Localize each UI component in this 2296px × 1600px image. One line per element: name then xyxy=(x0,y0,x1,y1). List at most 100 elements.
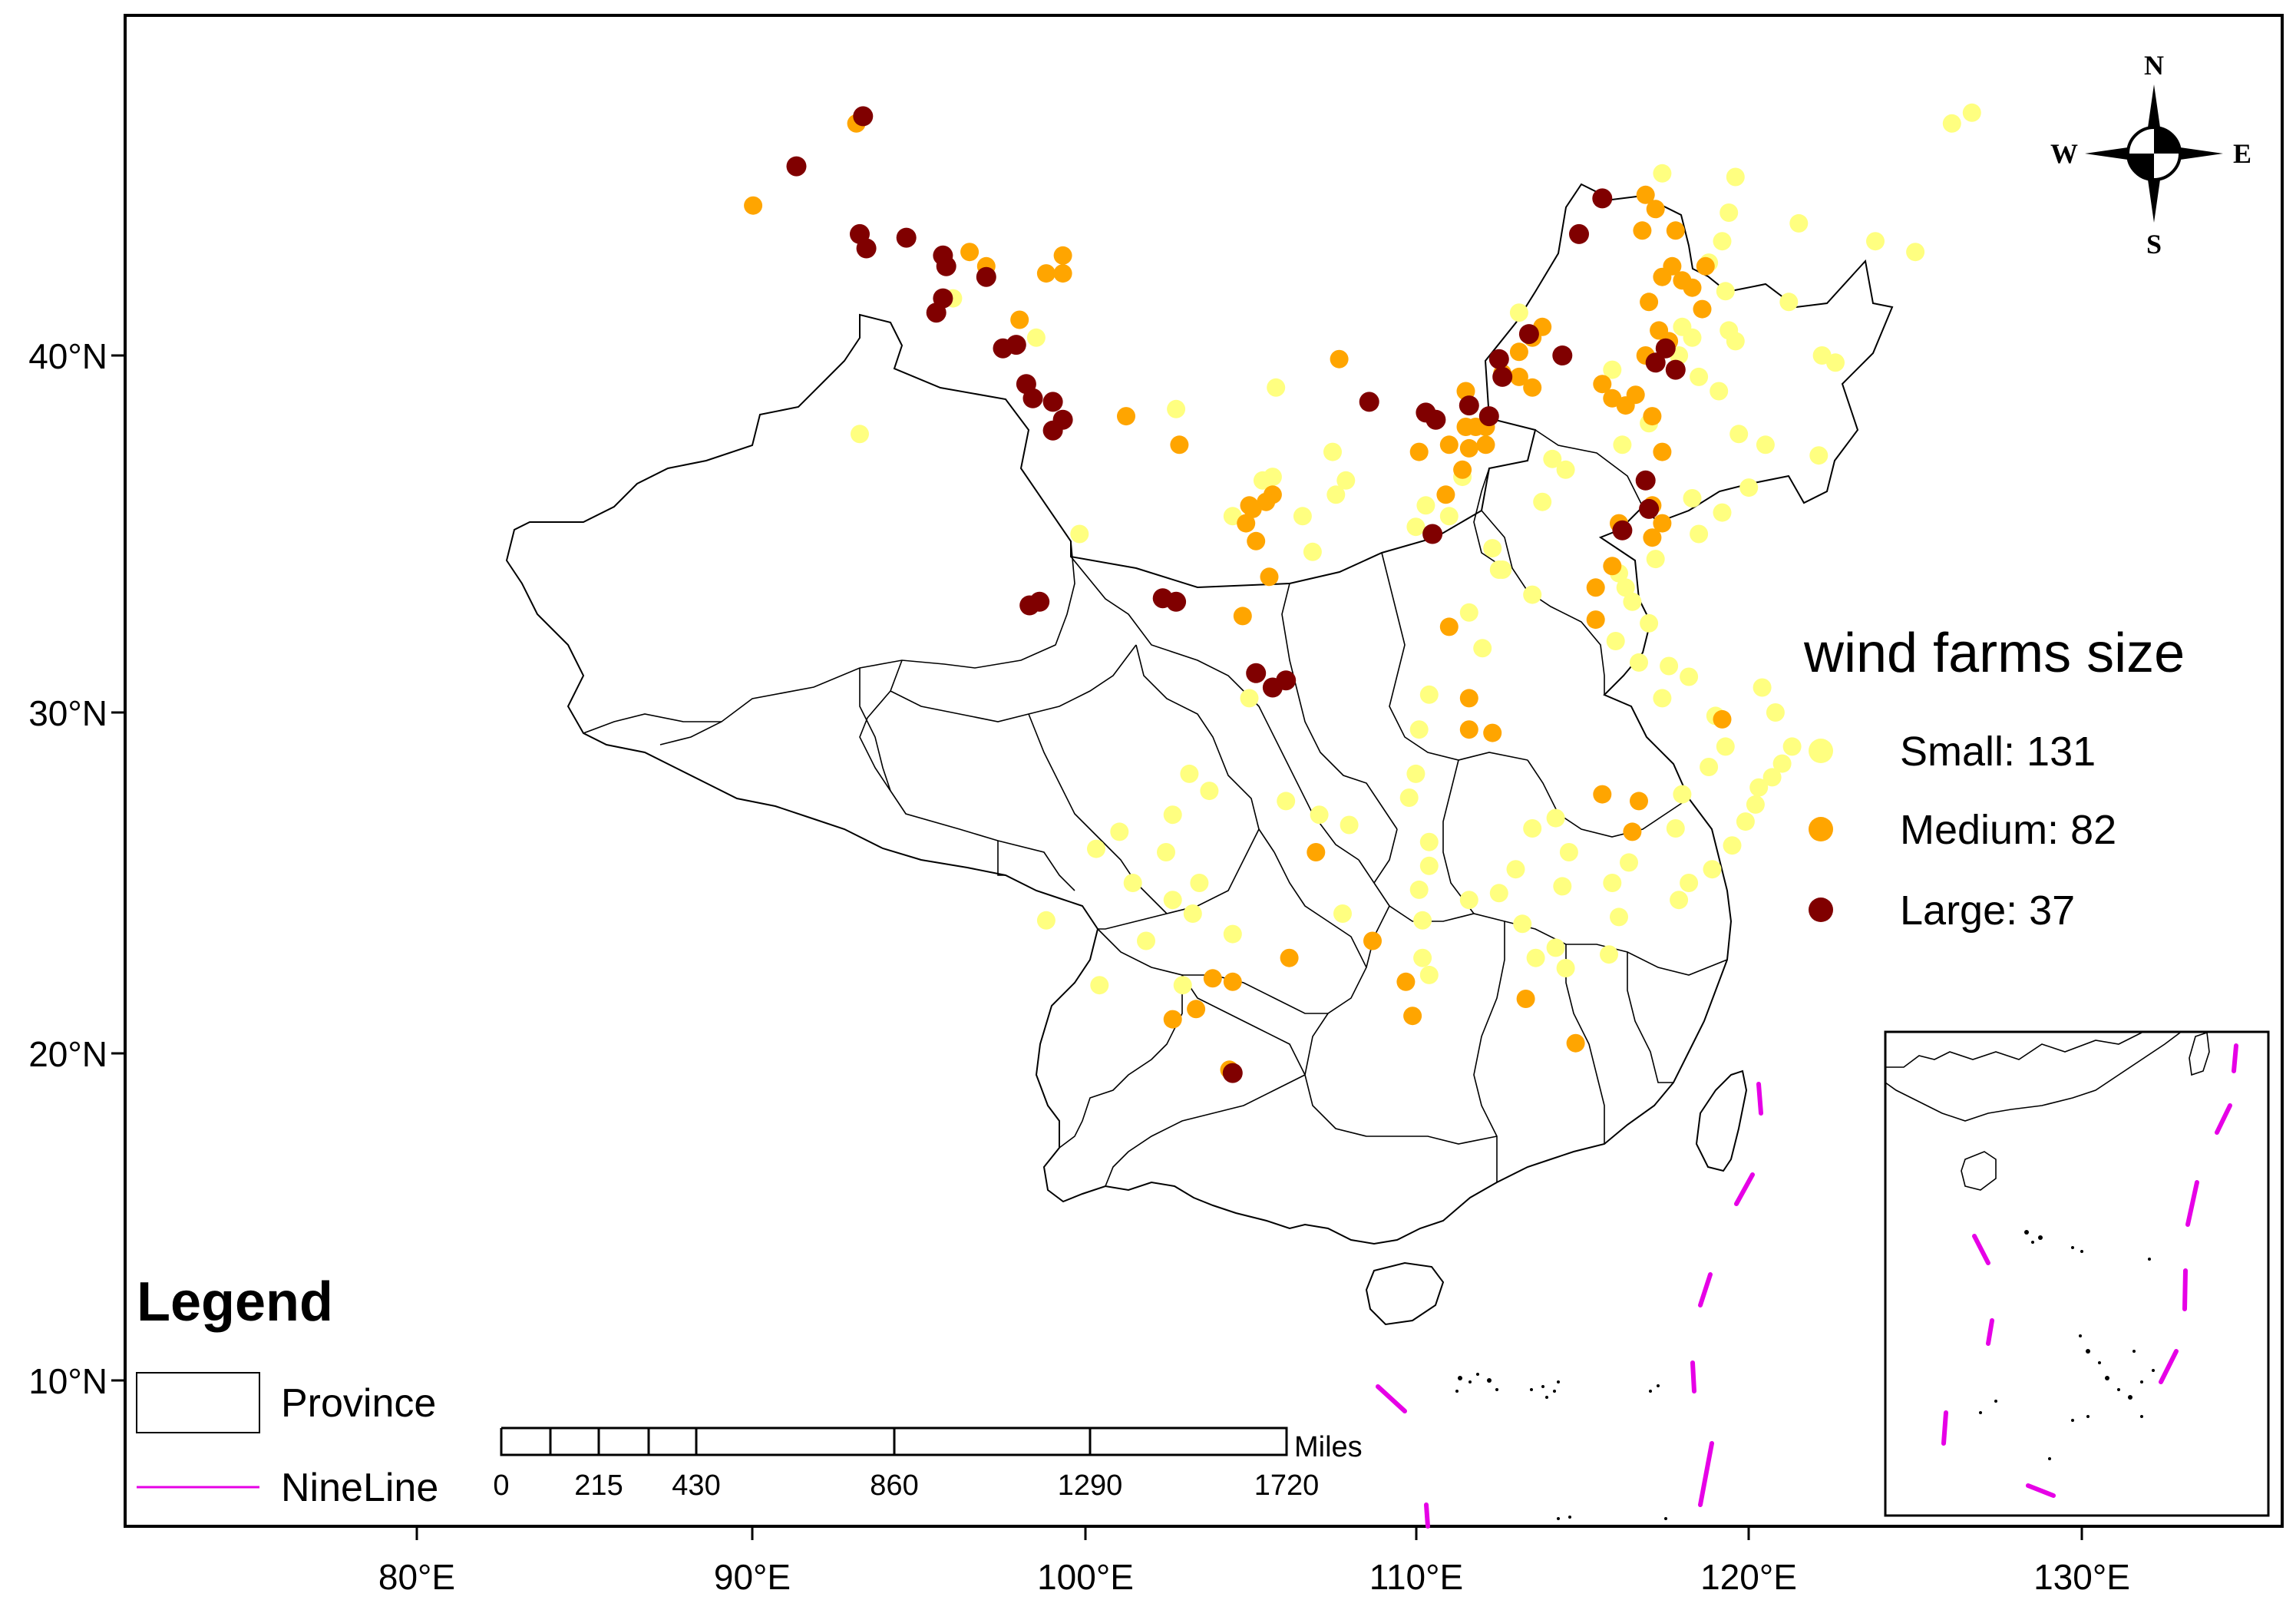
wind-farm-point-small xyxy=(1630,653,1648,672)
wind-farm-point-small xyxy=(1036,911,1055,930)
wind-farm-point-medium xyxy=(1247,531,1266,550)
legend-title: Legend xyxy=(137,1271,333,1333)
wind-farm-point-small xyxy=(851,425,869,444)
wind-farm-point-large xyxy=(1022,388,1043,408)
wind-farm-point-small xyxy=(1620,853,1638,872)
wind-farm-point-small xyxy=(1710,382,1729,401)
wind-farm-point-large xyxy=(1478,406,1499,427)
wind-farm-point-small xyxy=(1180,764,1199,783)
wind-farm-point-small xyxy=(1673,785,1692,804)
wind-farm-point-small xyxy=(1419,832,1439,851)
x-tick-label: 120°E xyxy=(1700,1557,1797,1597)
wind-farm-point-medium xyxy=(1623,822,1642,841)
wind-farm-point-small xyxy=(1506,860,1525,879)
wind-farm-point-medium xyxy=(1187,1000,1206,1019)
wind-farm-point-medium xyxy=(1593,375,1612,394)
wind-farm-point-large xyxy=(1246,663,1267,683)
legend-label-large: Large: 37 xyxy=(1900,888,2075,934)
nineline-label: NineLine xyxy=(281,1466,438,1510)
wind-farm-point-medium xyxy=(1260,567,1279,587)
wind-farm-point-large xyxy=(1518,324,1539,345)
wind-farm-point-small xyxy=(1553,877,1572,896)
wind-farm-point-medium xyxy=(1053,264,1072,283)
wind-farm-point-small xyxy=(1556,460,1575,479)
wind-farm-point-small xyxy=(1167,399,1186,418)
compass-s-point xyxy=(2146,169,2162,223)
wind-farm-point-large xyxy=(1222,1063,1243,1083)
wind-farm-point-small xyxy=(1419,856,1439,875)
wind-farm-point-medium xyxy=(1459,689,1478,708)
wind-farm-point-medium xyxy=(1523,378,1542,397)
wind-farm-point-medium xyxy=(1566,1033,1585,1053)
wind-farm-point-small xyxy=(1603,874,1622,892)
wind-farm-point-medium xyxy=(1586,610,1605,630)
compass-e-label: E xyxy=(2233,138,2251,169)
south-sea-islands xyxy=(1455,1373,1667,1520)
wind-farm-point-small xyxy=(1509,303,1528,322)
wind-farm-point-large xyxy=(853,106,874,127)
wind-farm-point-small xyxy=(1646,550,1665,569)
wind-farm-point-large xyxy=(856,238,877,259)
wind-farm-point-small xyxy=(1600,945,1618,964)
wind-farm-point-medium xyxy=(1036,264,1055,283)
wind-farm-point-small xyxy=(1713,503,1732,522)
wind-farm-point-small xyxy=(1459,891,1478,910)
wind-legend-title: wind farms size xyxy=(1803,623,2185,684)
south-sea-inset xyxy=(1884,1030,2270,1517)
wind-farm-point-large xyxy=(1645,352,1666,373)
wind-farm-point-small xyxy=(1157,843,1175,861)
scale-unit: Miles xyxy=(1294,1431,1363,1463)
wind-farm-point-small xyxy=(1690,367,1709,386)
wind-farm-point-small xyxy=(1409,880,1429,899)
compass-quarter xyxy=(2154,127,2180,154)
wind-farm-point-small xyxy=(1413,948,1432,967)
wind-farm-point-medium xyxy=(1663,256,1682,276)
wind-farm-point-small xyxy=(1616,578,1635,597)
wind-farm-point-large xyxy=(1006,335,1026,355)
wind-farm-point-small xyxy=(1772,754,1792,773)
province-swatch xyxy=(136,1372,260,1433)
taiwan-island xyxy=(1695,1069,1748,1172)
wind-farm-point-small xyxy=(1726,167,1745,187)
wind-farm-point-small xyxy=(1546,938,1565,957)
wind-farm-point-large xyxy=(896,227,917,248)
scale-label: 1290 xyxy=(1058,1469,1123,1502)
legend-swatch-medium xyxy=(1809,817,1833,841)
wind-farm-point-large xyxy=(1592,188,1613,209)
legend-swatch-large xyxy=(1809,898,1833,922)
wind-farm-point-small xyxy=(1680,874,1699,892)
wind-farm-point-medium xyxy=(1476,435,1495,455)
y-tick-label: 10°N xyxy=(28,1361,107,1401)
wind-farm-point-large xyxy=(976,266,996,287)
wind-farm-point-medium xyxy=(1203,969,1222,988)
wind-farm-point-small xyxy=(1809,446,1829,465)
province-boundaries xyxy=(583,429,1728,1187)
wind-farm-point-large xyxy=(1459,395,1479,416)
wind-farm-point-small xyxy=(1640,613,1659,633)
wind-farm-point-small xyxy=(1673,317,1692,336)
wind-farm-point-large xyxy=(786,156,807,177)
wind-farm-point-medium xyxy=(1439,617,1459,636)
wind-farm-point-medium xyxy=(1409,442,1429,461)
wind-farm-point-small xyxy=(1183,904,1202,923)
wind-farm-point-small xyxy=(1293,507,1312,526)
wind-farm-point-small xyxy=(1866,232,1885,251)
wind-farm-point-small xyxy=(1942,114,1961,133)
wind-farm-point-small xyxy=(1277,792,1296,811)
wind-farm-point-large xyxy=(1488,349,1509,369)
wind-farm-point-medium xyxy=(1459,720,1478,739)
inset-nine-dash-line xyxy=(1941,1043,2238,1498)
wind-farm-point-large xyxy=(1639,498,1660,519)
inset-hainan xyxy=(1961,1151,1997,1191)
compass-n-label: N xyxy=(2144,50,2164,81)
wind-farm-point-medium xyxy=(1403,1007,1422,1026)
wind-farm-point-small xyxy=(1240,689,1259,708)
wind-farm-point-small xyxy=(1399,788,1419,807)
wind-farm-point-medium xyxy=(1626,385,1645,405)
scale-label: 860 xyxy=(870,1469,918,1502)
y-tick-label: 30°N xyxy=(28,693,107,733)
wind-farm-point-small xyxy=(1703,860,1722,879)
wind-farm-point-small xyxy=(1439,507,1459,526)
inset-islands xyxy=(1979,1230,2155,1460)
